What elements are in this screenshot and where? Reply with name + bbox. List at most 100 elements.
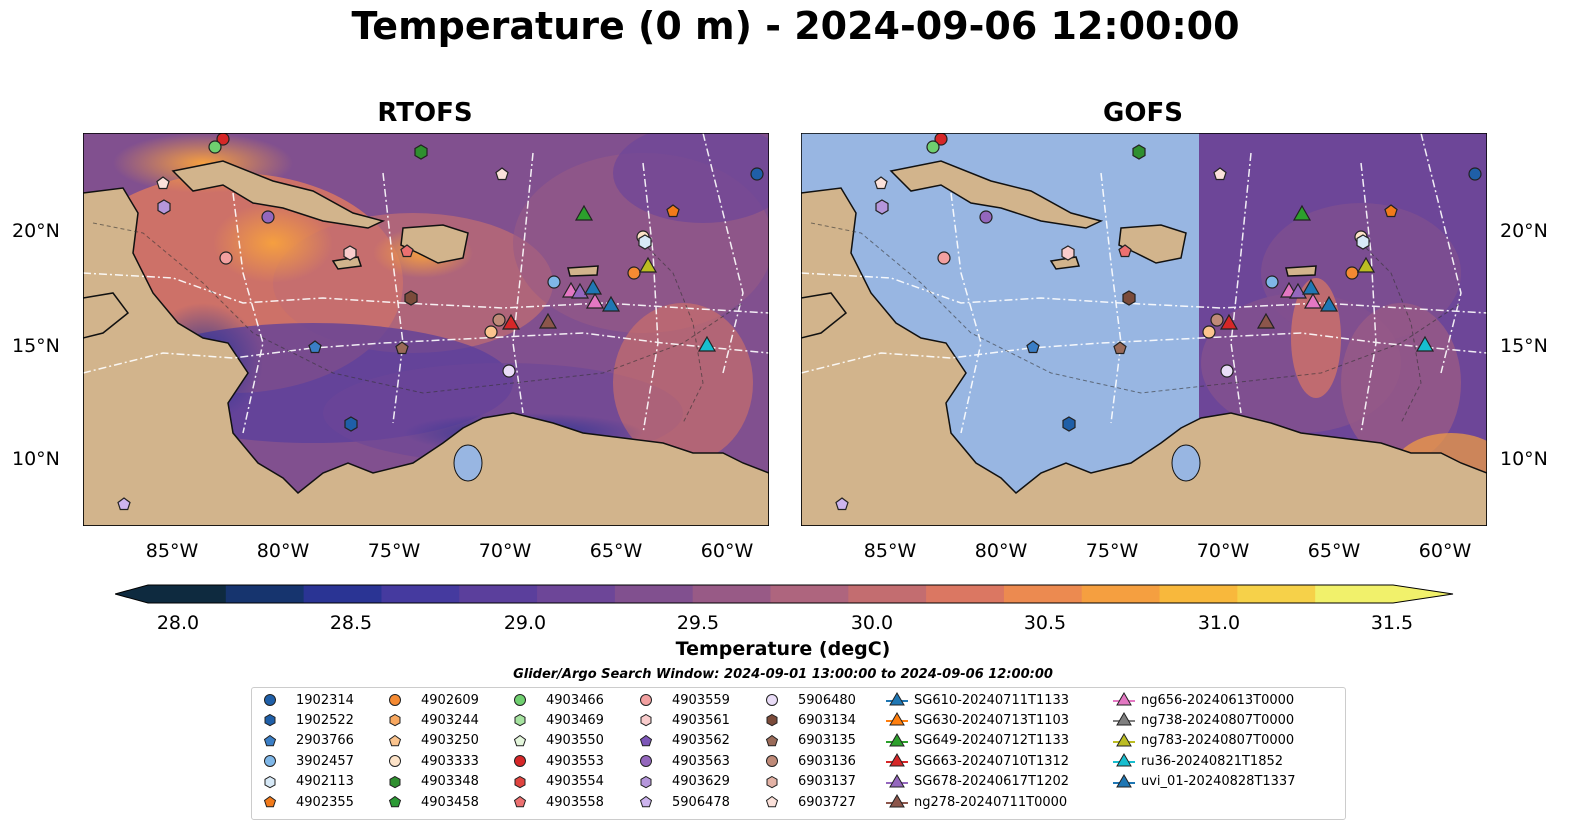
legend-item-label: SG649-20240712T1133 [914, 733, 1070, 749]
legend-item-label: 4902355 [296, 794, 354, 810]
legend-item: SG649-20240712T1133 [886, 731, 1069, 751]
legend-item: ng738-20240807T0000 [1113, 710, 1294, 730]
colorbar-label: Temperature (degC) [675, 638, 891, 660]
legend-item: 4903563 [636, 751, 730, 771]
legend-item-label: 1902314 [296, 692, 354, 708]
legend-item-label: SG678-20240617T1202 [914, 774, 1070, 790]
cbar-tick-31.5: 31.5 [1370, 612, 1414, 634]
legend-item-label: 6903137 [798, 774, 856, 790]
legend-marker-icon [640, 694, 652, 706]
legend-item-label: SG630-20240713T1103 [914, 712, 1070, 728]
lon-label-70w-rtofs: 70°W [478, 540, 532, 562]
legend-marker-icon [389, 714, 401, 727]
legend-item: 4903348 [385, 772, 479, 792]
legend-item-label: 4903558 [546, 794, 604, 810]
lat-label-10n-right: 10°N [1500, 448, 1548, 470]
legend-marker-icon [886, 692, 908, 706]
panel-title-gofs: GOFS [1103, 98, 1183, 128]
colorbar-segment [148, 585, 227, 603]
legend-item-label: 5906480 [798, 692, 856, 708]
legend-marker-icon [264, 694, 276, 706]
legend-marker-icon [513, 795, 527, 808]
legend-marker-icon [886, 753, 908, 767]
legend-marker-icon [765, 795, 779, 808]
legend-item: 4903458 [385, 792, 479, 812]
legend-item: SG630-20240713T1103 [886, 710, 1069, 730]
legend-marker-icon [514, 714, 526, 727]
cbar-tick-28.5: 28.5 [329, 612, 373, 634]
lon-label-80w-rtofs: 80°W [256, 540, 310, 562]
lon-label-80w-gofs: 80°W [974, 540, 1028, 562]
legend-item-label: ng738-20240807T0000 [1141, 712, 1295, 728]
lon-label-65w-rtofs: 65°W [589, 540, 643, 562]
rtofs-mainland [83, 187, 769, 526]
legend-item-label: 6903134 [798, 712, 856, 728]
legend-marker-icon [514, 775, 526, 788]
legend-item-label: 4902609 [421, 692, 479, 708]
cbar-tick-29.0: 29.0 [503, 612, 547, 634]
legend-marker-icon [513, 734, 527, 746]
legend-item-label: ru36-20240821T1852 [1141, 753, 1284, 769]
lon-label-75w-rtofs: 75°W [367, 540, 421, 562]
gofs-hispaniola [1118, 224, 1187, 264]
colorbar-segment [1159, 585, 1238, 603]
legend-item: SG610-20240711T1133 [886, 690, 1069, 710]
colorbar-segment [303, 585, 382, 603]
legend-marker-icon [514, 755, 526, 768]
rtofs-cuba [171, 160, 386, 229]
legend-marker-icon [640, 714, 652, 727]
legend-item: ru36-20240821T1852 [1113, 751, 1283, 771]
legend-marker-icon [389, 694, 401, 706]
legend-item-label: 4903244 [421, 712, 479, 728]
legend-item: 1902314 [260, 690, 354, 710]
rtofs-puerto-rico [567, 265, 599, 277]
rtofs-float-4903563 [261, 210, 275, 224]
lon-label-60w-gofs: 60°W [1418, 540, 1472, 562]
lon-label-85w-gofs: 85°W [863, 540, 917, 562]
legend-item-label: 4903553 [546, 753, 604, 769]
colorbar-segment [770, 585, 849, 603]
legend-item: 1902522 [260, 710, 354, 730]
cbar-tick-29.5: 29.5 [676, 612, 720, 634]
legend-item: 4902113 [260, 772, 354, 792]
legend-item-label: 4903550 [546, 733, 604, 749]
legend-marker-icon [640, 755, 652, 768]
legend-marker-icon [766, 755, 778, 768]
lon-label-60w-rtofs: 60°W [700, 540, 754, 562]
legend-item-label: 4902113 [296, 774, 354, 790]
legend-marker-icon [264, 755, 276, 768]
legend-item-label: 1902522 [296, 712, 354, 728]
legend-marker-icon [388, 734, 402, 746]
legend-item-label: 6903727 [798, 794, 856, 810]
legend-item-label: 2903766 [296, 733, 354, 749]
legend-marker-icon [766, 694, 778, 706]
panel-title-rtofs: RTOFS [377, 98, 473, 128]
lon-label-75w-gofs: 75°W [1085, 540, 1139, 562]
legend-marker-icon [389, 775, 401, 788]
legend-item: SG678-20240617T1202 [886, 772, 1069, 792]
legend-marker-icon [766, 714, 778, 727]
legend-marker-icon [639, 795, 653, 808]
lat-label-15n-left: 15°N [12, 335, 60, 357]
lon-label-65w-gofs: 65°W [1307, 540, 1361, 562]
lat-label-10n-left: 10°N [12, 448, 60, 470]
legend-item: 4903553 [510, 751, 604, 771]
lat-label-20n-left: 20°N [12, 220, 60, 242]
legend-item: 4902355 [260, 792, 354, 812]
legend-item-label: 4903348 [421, 774, 479, 790]
legend-item-label: 6903136 [798, 753, 856, 769]
legend-item-label: SG610-20240711T1133 [914, 692, 1070, 708]
colorbar-segment [926, 585, 1005, 603]
legend-marker-icon [886, 794, 908, 808]
colorbar-segment [459, 585, 538, 603]
legend-marker-icon [1113, 692, 1135, 706]
legend-item: 4903250 [385, 731, 479, 751]
legend-item: 6903135 [762, 731, 856, 751]
colorbar-segment [692, 585, 771, 603]
legend-item: 2903766 [260, 731, 354, 751]
legend-item: 6903136 [762, 751, 856, 771]
colorbar [115, 584, 1454, 604]
legend-item-label: ng783-20240807T0000 [1141, 733, 1295, 749]
legend-marker-icon [264, 775, 276, 788]
colorbar-segment [1237, 585, 1316, 603]
